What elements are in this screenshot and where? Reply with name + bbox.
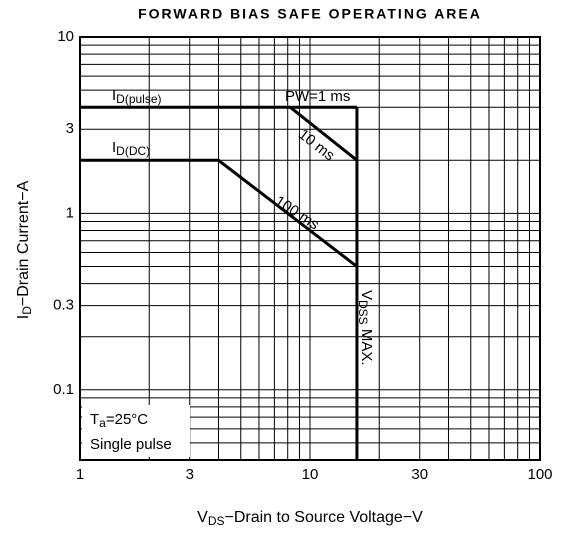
y-tick-label: 3	[66, 120, 74, 137]
y-axis-label-rest: −Drain Current−A	[15, 180, 32, 306]
annotation-main: I	[112, 139, 116, 156]
y-axis-label-sub: D	[20, 306, 34, 315]
annotation-main: T	[90, 411, 99, 428]
x-axis-label-rest: −Drain to Source Voltage−V	[224, 509, 423, 526]
annotation-main: PW=1 ms	[285, 88, 350, 105]
x-tick-label: 3	[186, 466, 194, 483]
x-axis-label: VDS−Drain to Source Voltage−V	[197, 509, 423, 528]
x-tick-label: 10	[302, 466, 319, 483]
series-line	[289, 106, 358, 162]
annotation-sub: D(pulse)	[116, 92, 161, 106]
annotation-sub: D(DC)	[116, 144, 150, 158]
y-tick-label: 10	[57, 28, 74, 45]
annotation-main: I	[112, 87, 116, 104]
y-tick-label: 0.3	[53, 297, 74, 314]
x-axis-label-sub: DS	[208, 514, 225, 528]
annotation-main: V	[358, 290, 375, 300]
annotation-main: Single pulse	[90, 436, 172, 453]
y-tick-label: 0.1	[53, 381, 74, 398]
x-tick-label: 100	[527, 466, 552, 483]
plot-frame	[79, 36, 541, 461]
x-tick-label: 1	[76, 466, 84, 483]
x-axis-label-main: V	[197, 509, 208, 526]
annotation-main: 10 ms	[295, 126, 338, 165]
annotation-sub: DSS	[356, 300, 370, 325]
annotation: VDSS MAX.	[356, 290, 375, 366]
note-box	[82, 405, 190, 457]
series-line	[80, 158, 358, 268]
annotation: 10 ms	[295, 126, 338, 165]
annotation: ID(pulse)	[112, 87, 162, 106]
y-axis-label: ID−Drain Current−A	[15, 180, 34, 319]
chart-title: FORWARD BIAS SAFE OPERATING AREA	[138, 6, 482, 22]
annotation: Ta=25°C	[90, 411, 148, 430]
annotation-rest: =25°C	[106, 411, 148, 428]
annotation: ID(DC)	[112, 139, 150, 158]
annotation: Single pulse	[90, 436, 172, 453]
y-tick-label: 1	[66, 204, 74, 221]
annotation: PW=1 ms	[285, 88, 350, 105]
y-axis-label-main: I	[15, 315, 32, 319]
annotation-rest: MAX.	[358, 325, 375, 366]
annotation-sub: a	[99, 416, 106, 430]
x-tick-label: 30	[411, 466, 428, 483]
